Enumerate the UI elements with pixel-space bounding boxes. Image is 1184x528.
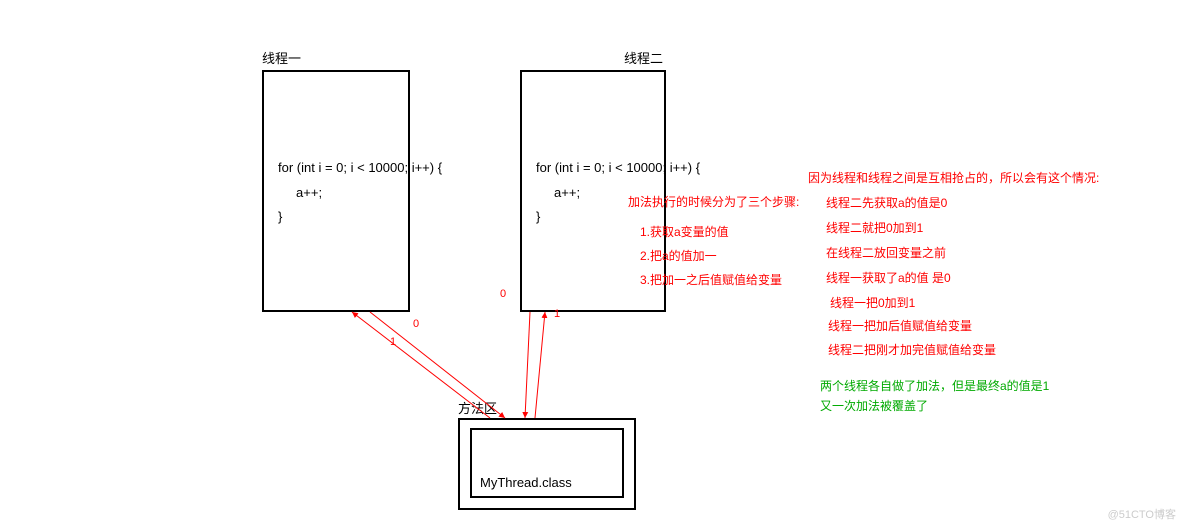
arrow-t2-in <box>535 312 545 418</box>
explain-5: 线程一把0加到1 <box>830 295 915 312</box>
conclusion-2: 又一次加法被覆盖了 <box>820 398 928 415</box>
thread1-code: for (int i = 0; i < 10000; i++) { a++; } <box>278 160 442 224</box>
step-2: 2.把a的值加一 <box>640 248 717 265</box>
t1-out-label: 0 <box>413 318 419 330</box>
thread2-code: for (int i = 0; i < 10000; i++) { a++; } <box>536 160 700 224</box>
watermark: @51CTO博客 <box>1108 506 1176 522</box>
class-box: MyThread.class a = 0 <box>470 428 624 498</box>
conclusion-1: 两个线程各自做了加法，但是最终a的值是1 <box>820 378 1049 395</box>
thread2-label: 线程二 <box>624 48 663 67</box>
thread1-box: for (int i = 0; i < 10000; i++) { a++; } <box>262 70 410 312</box>
explain-2: 线程二就把0加到1 <box>826 220 923 237</box>
method-area-label: 方法区 <box>458 398 497 417</box>
explain-7: 线程二把刚才加完值赋值给变量 <box>828 342 996 359</box>
t2-out-label: 0 <box>500 288 506 300</box>
step-3: 3.把加一之后值赋值给变量 <box>640 272 782 289</box>
explain-6: 线程一把加后值赋值给变量 <box>828 318 972 335</box>
arrow-t2-out <box>525 312 530 418</box>
t2-in-label: 1 <box>554 308 560 320</box>
t1-in-label: 1 <box>390 336 396 348</box>
explain-4: 线程一获取了a的值 是0 <box>826 270 951 287</box>
step-1: 1.获取a变量的值 <box>640 224 729 241</box>
explain-3: 在线程二放回变量之前 <box>826 245 946 262</box>
explain-1: 线程二先获取a的值是0 <box>826 195 947 212</box>
class-name: MyThread.class <box>480 473 614 493</box>
explain-header: 因为线程和线程之间是互相抢占的，所以会有这个情况: <box>808 170 1099 187</box>
steps-header: 加法执行的时候分为了三个步骤: <box>628 194 799 211</box>
thread1-label: 线程一 <box>262 48 301 67</box>
